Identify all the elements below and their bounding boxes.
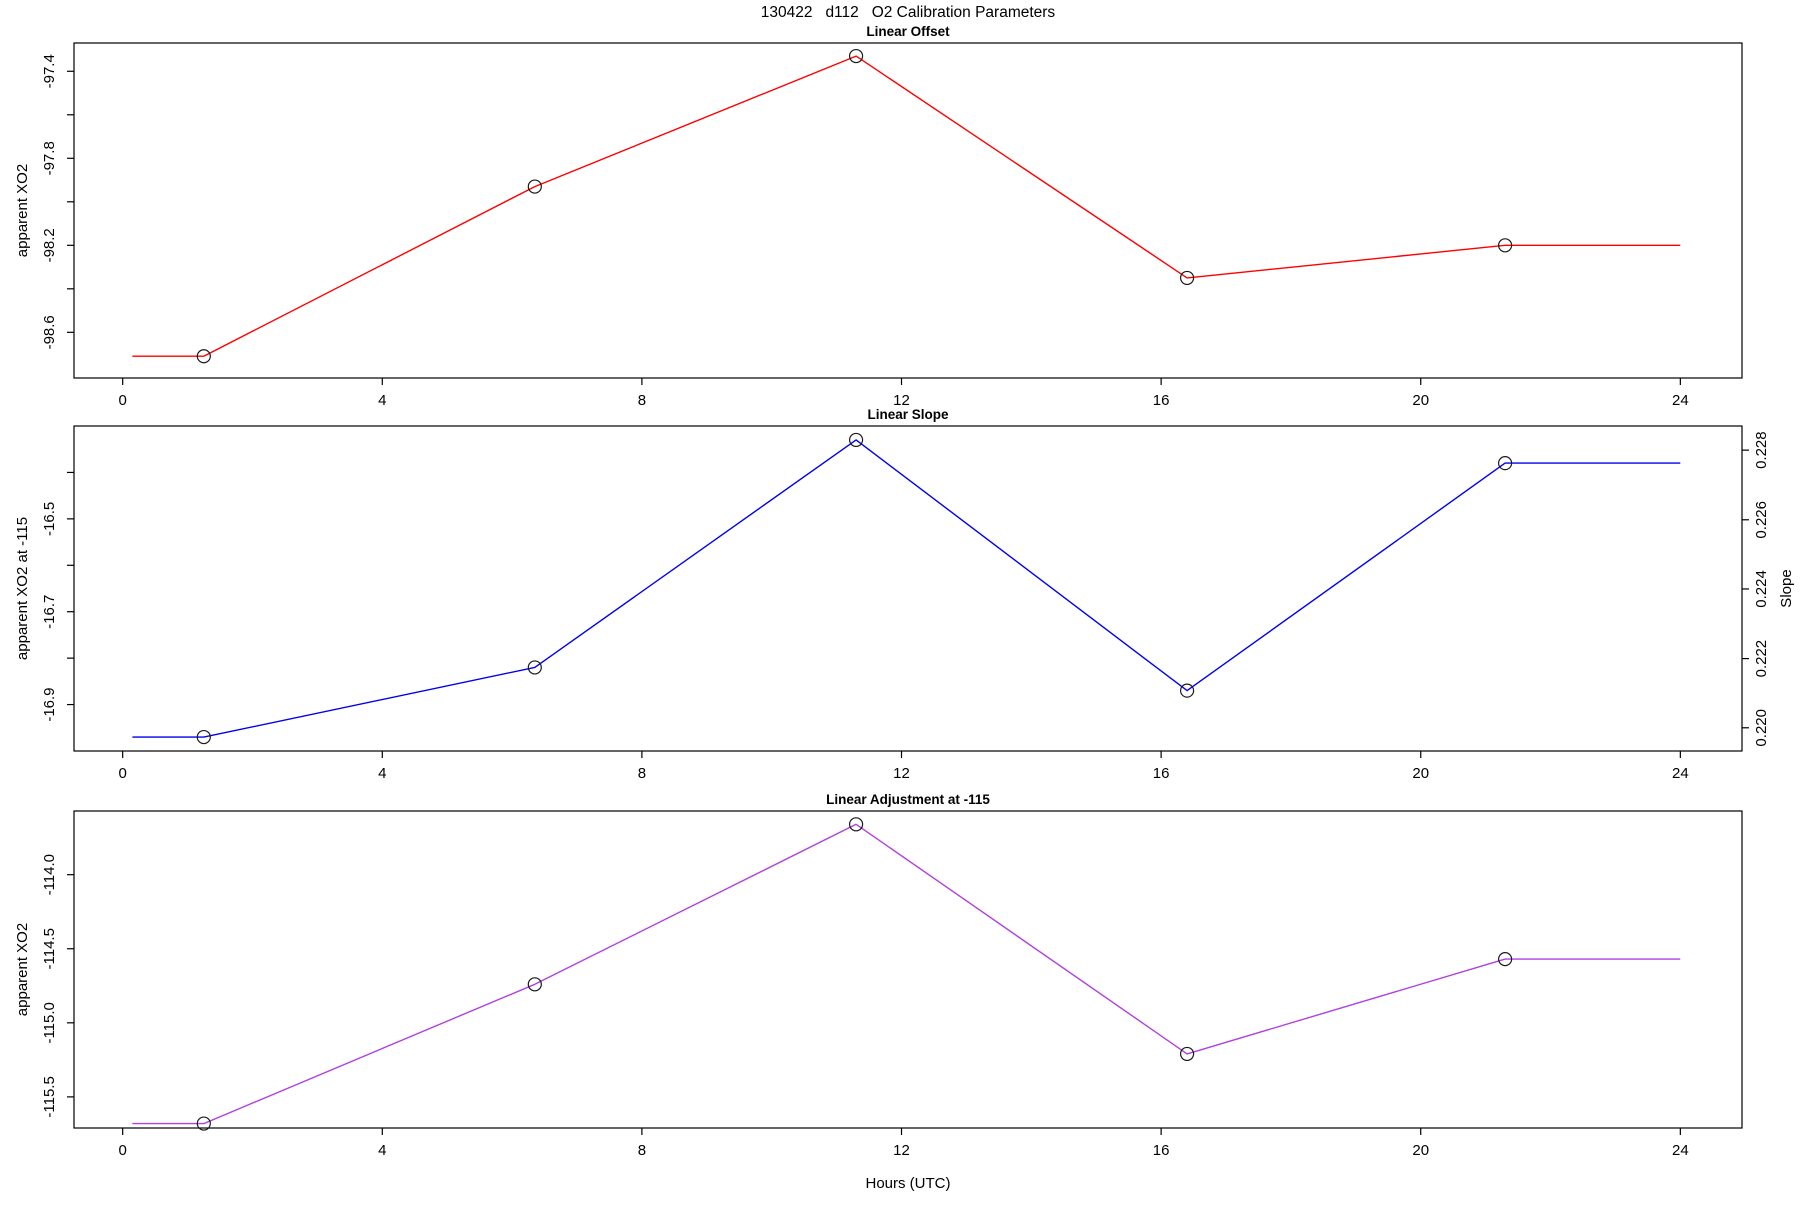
tick-label: 12 [893,1142,910,1159]
tick-label: 16 [1153,765,1170,782]
tick-label: -98.6 [41,315,58,349]
y-axis-title: apparent XO2 [14,164,31,257]
tick-label: -16.9 [41,687,58,721]
tick-label: 0 [119,765,127,782]
tick-label: 8 [638,1142,646,1159]
data-point-marker [1498,456,1513,471]
data-point-marker [196,1116,211,1131]
data-point-marker [848,432,864,448]
data-point-marker [848,48,864,64]
data-point-marker [527,660,542,675]
tick-label: 20 [1412,392,1429,409]
tick-label: 24 [1672,392,1689,409]
tick-label: -115.5 [41,1076,58,1117]
panel-title: Linear Adjustment at -115 [826,792,990,807]
tick-label: -115.0 [41,1002,58,1043]
tick-label: 0 [119,392,127,409]
tick-label: 12 [893,765,910,782]
tick-label: -97.8 [41,141,58,175]
y-axis-title: apparent XO2 [14,923,31,1016]
panel-border [73,810,1743,1129]
data-point-marker [527,179,542,194]
tick-label: 0.222 [1753,640,1770,678]
data-point-marker [848,817,864,832]
tick-label: 16 [1153,392,1170,409]
data-point-marker [1179,683,1195,698]
tick-label: -98.2 [41,228,58,262]
panels-group: Linear Offset 0 4 8 12 16 20 24 -98.6 -98.2 -97.8 -… [14,24,1795,1159]
tick-label: 4 [378,765,386,782]
tick-label: 4 [378,392,386,409]
page-title: 130422 d112 O2 Calibration Parameters [761,4,1056,21]
panel-border [73,42,1743,379]
tick-label: -97.4 [41,54,58,88]
series-line [132,55,1681,357]
x-axis-title: Hours (UTC) [866,1175,951,1192]
tick-label: -114.5 [41,928,58,969]
tick-label: 20 [1412,765,1429,782]
panel-title: Linear Slope [867,407,949,422]
tick-label: -16.5 [41,502,58,536]
data-point-marker [1179,1046,1195,1062]
tick-label: 24 [1672,765,1689,782]
tick-label: 0.228 [1753,431,1770,469]
tick-label: 20 [1412,1142,1429,1159]
data-point-marker [196,349,211,364]
tick-label: 8 [638,392,646,409]
data-point-marker [1498,238,1513,253]
tick-label: 0.224 [1753,570,1770,608]
tick-label: 16 [1153,1142,1170,1159]
data-point-marker [527,977,542,992]
data-point-marker [1498,952,1513,967]
tick-label: 0.220 [1753,709,1770,747]
series-line [132,823,1681,1125]
panel-title: Linear Offset [866,24,950,39]
tick-label: -16.7 [41,595,58,629]
tick-label: 0.226 [1753,501,1770,539]
data-point-marker [196,729,211,745]
tick-label: 8 [638,765,646,782]
tick-label: 4 [378,1142,386,1159]
tick-label: 24 [1672,1142,1689,1159]
y-axis-title: apparent XO2 at -115 [14,517,31,660]
tick-label: 0 [119,1142,127,1159]
series-line [132,439,1681,738]
y-axis-title-right: Slope [1778,569,1795,607]
panel-border [73,425,1743,752]
data-point-marker [1179,270,1195,286]
tick-label: -114.0 [41,854,58,895]
tick-label: 12 [893,392,910,409]
